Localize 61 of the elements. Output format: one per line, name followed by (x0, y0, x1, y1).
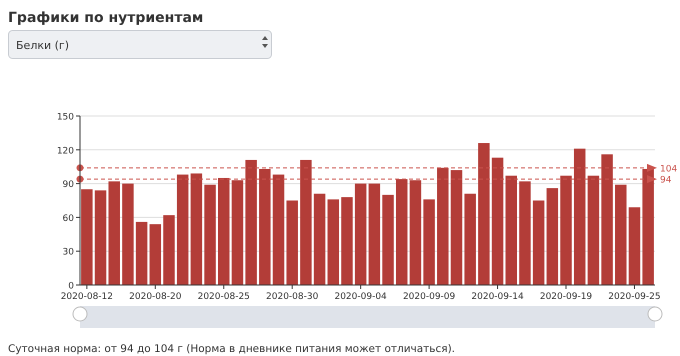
bar (163, 215, 175, 285)
bar (314, 194, 326, 285)
bar (94, 190, 106, 285)
bar (328, 199, 340, 285)
x-tick-label: 2020-08-20 (129, 292, 182, 302)
bar (341, 197, 353, 285)
chart-subtitle: Белки (г) (16, 39, 69, 52)
x-tick-label: 2020-08-30 (266, 292, 319, 302)
bar (108, 181, 120, 285)
bar (588, 176, 600, 285)
bar (286, 200, 298, 285)
bar (150, 224, 162, 285)
y-tick-label: 90 (62, 180, 74, 190)
bar (245, 160, 257, 285)
bar (272, 174, 284, 285)
bar (464, 194, 476, 285)
y-tick-label: 150 (56, 112, 74, 122)
x-tick-label: 2020-09-14 (471, 292, 524, 302)
y-tick-label: 30 (62, 248, 74, 258)
bar (450, 170, 462, 285)
bar (601, 154, 613, 285)
x-tick-label: 2020-08-25 (198, 292, 250, 302)
ref-line-label: 104 (660, 164, 678, 174)
y-tick-label: 120 (56, 146, 74, 156)
bar (122, 184, 134, 285)
bar (300, 160, 312, 285)
bar (204, 184, 216, 285)
text: Суточная норма: от 94 до 104 г (Норма в дневнике питания может отличаться). (8, 343, 456, 355)
x-tick-label: 2020-09-19 (540, 292, 592, 302)
bar (546, 188, 558, 285)
bar (259, 168, 271, 285)
bar (628, 207, 640, 285)
bar (519, 181, 531, 285)
bar (410, 180, 422, 285)
ref-line-label: 94 (660, 176, 672, 186)
bar (423, 199, 435, 285)
bar (190, 173, 202, 285)
bar (232, 180, 244, 285)
bar (176, 174, 188, 285)
chart-title: Графики по нутриентам (8, 10, 204, 26)
bar (478, 143, 490, 285)
x-tick-label: 2020-09-04 (334, 292, 388, 302)
bar (218, 178, 230, 285)
bar (574, 148, 586, 285)
x-tick-label: 2020-08-12 (60, 292, 113, 302)
bar (382, 194, 394, 285)
x-tick-label: 2020-09-09 (402, 292, 456, 302)
bar (615, 184, 627, 285)
bar (354, 184, 366, 285)
bar (492, 158, 504, 285)
bar (437, 168, 449, 285)
y-tick-label: 0 (68, 282, 74, 292)
bar (81, 189, 93, 285)
x-tick-label: 2020-09-25 (608, 292, 661, 302)
bar (396, 179, 408, 285)
y-tick-label: 60 (62, 214, 74, 224)
bar (532, 200, 544, 285)
bar (368, 184, 380, 285)
bar (506, 176, 517, 285)
bar (560, 176, 572, 285)
bar (136, 222, 148, 285)
